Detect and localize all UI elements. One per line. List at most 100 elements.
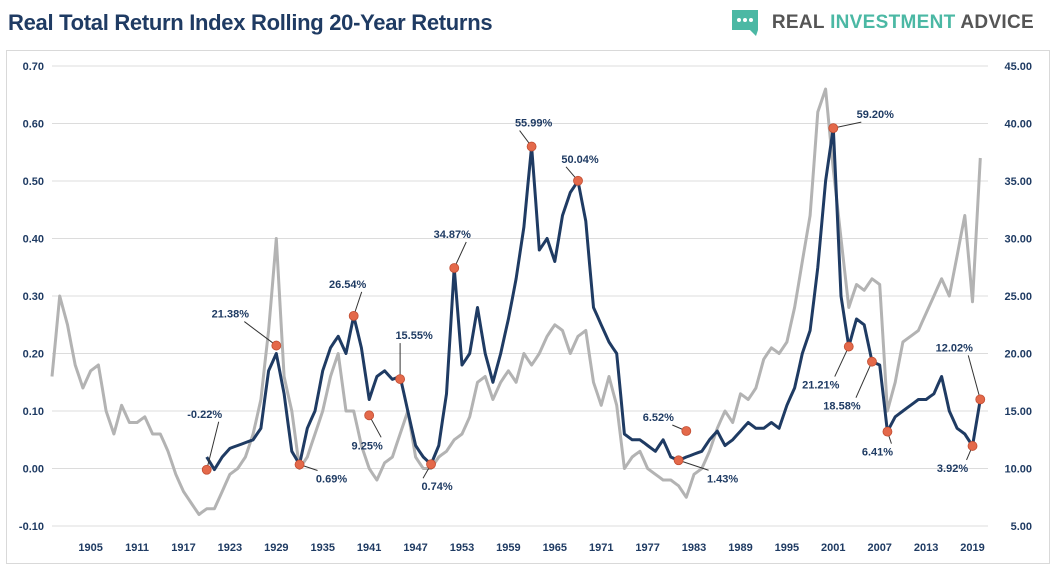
annotation-label: 3.92% (937, 463, 968, 475)
annotation-marker (395, 374, 405, 384)
annotation-leader (967, 355, 981, 400)
x-tick-label: 2007 (867, 542, 891, 554)
annotation-leader (855, 361, 873, 398)
y-axis-right-labels: 45.00 40.00 35.00 30.00 25.00 20.00 15.00 10.00… (1004, 61, 1032, 533)
annotation-label: 12.02% (936, 342, 974, 354)
x-tick-label: 2001 (821, 542, 845, 554)
annotation-marker (348, 310, 359, 321)
x-tick-label: 1947 (403, 542, 427, 554)
x-tick-label: 1977 (635, 542, 659, 554)
y-tick-label: 0.40 (23, 234, 44, 246)
y2-tick-label: 10.00 (1004, 464, 1032, 476)
brand-name: REAL INVESTMENT ADVICE (772, 12, 1034, 34)
annotation-marker (843, 341, 854, 352)
x-tick-label: 1983 (682, 542, 706, 554)
annotation-label: 18.58% (823, 401, 861, 413)
annotation-marker (364, 410, 375, 421)
annotation-marker (975, 394, 986, 405)
annotation-label: 50.04% (561, 154, 599, 166)
y-tick-label: 0.60 (23, 119, 44, 131)
chart-title: Real Total Return Index Rolling 20-Year … (8, 10, 493, 35)
annotation-leader (678, 459, 709, 471)
annotation-marker (882, 426, 893, 437)
annotation-label: 0.74% (421, 481, 452, 493)
speech-bubble-shape (731, 10, 758, 36)
annotation-label: 59.20% (857, 109, 895, 121)
annotation-label: 6.52% (643, 412, 674, 424)
y2-tick-label: 5.00 (1011, 521, 1032, 533)
annotation-label: 6.41% (862, 447, 893, 459)
speech-dot-1 (736, 18, 741, 22)
annotation-label: -0.22% (187, 409, 222, 421)
annotations: -0.22% 21.38% 0.69% 26.54% 9.25% 15.55% 0.74% 3… (187, 109, 986, 493)
y2-tick-label: 30.00 (1004, 234, 1032, 246)
annotation-label: 1.43% (707, 473, 738, 485)
x-tick-label: 1941 (357, 542, 381, 554)
x-axis-labels: 1905 1911 1917 1923 1929 1935 1941 1947 1953 1959… (78, 542, 984, 554)
x-tick-label: 1971 (589, 542, 613, 554)
x-tick-label: 1965 (543, 542, 567, 554)
annotation-marker (681, 426, 692, 436)
brand-prefix: REAL (771, 12, 831, 33)
x-tick-label: 1917 (171, 542, 195, 554)
brand-accent: INVESTMENT (830, 12, 956, 33)
brand-logo: REAL INVESTMENT ADVICE (728, 8, 1034, 38)
y2-tick-label: 15.00 (1004, 406, 1032, 418)
speech-dot-3 (748, 18, 753, 22)
annotation-label: 55.99% (515, 118, 553, 130)
x-tick-label: 1923 (218, 542, 242, 554)
series-line-right-axis (50, 87, 982, 516)
y2-tick-label: 40.00 (1004, 119, 1032, 131)
y2-tick-label: 45.00 (1004, 61, 1032, 73)
annotation-marker (526, 141, 537, 152)
annotation-label: 21.38% (212, 309, 250, 321)
annotation-marker (673, 455, 684, 466)
annotation-marker (828, 123, 839, 134)
annotation-marker (201, 464, 212, 475)
annotation-label: 0.69% (316, 474, 347, 486)
speech-bubble-icon (731, 10, 758, 36)
annotation-label: 15.55% (395, 330, 433, 342)
y2-tick-label: 25.00 (1004, 291, 1032, 303)
y-tick-label: 0.50 (23, 176, 44, 188)
x-tick-label: 1929 (264, 542, 288, 554)
annotation-marker (426, 459, 436, 470)
x-tick-label: 1905 (78, 542, 102, 554)
annotation-marker (449, 263, 460, 273)
y-tick-label: -0.10 (19, 521, 44, 533)
series-line-left-axis (205, 126, 982, 472)
y-axis-left-labels: 0.70 0.60 0.50 0.40 0.30 0.20 0.10 0.00 -0.10 (19, 61, 44, 533)
chart-frame (6, 50, 1050, 564)
x-tick-label: 1911 (125, 542, 149, 554)
brand-suffix: ADVICE (955, 12, 1034, 33)
x-tick-label: 1995 (775, 542, 799, 554)
x-tick-label: 1989 (728, 542, 752, 554)
series-lines (50, 87, 982, 516)
x-tick-label: 2013 (914, 542, 938, 554)
annotation-leader (834, 346, 850, 377)
annotation-label: 34.87% (434, 229, 472, 241)
y2-tick-label: 20.00 (1004, 349, 1032, 361)
annotation-label: 9.25% (352, 440, 383, 452)
speech-dot-2 (742, 18, 747, 22)
annotation-marker (294, 459, 305, 470)
annotation-marker (967, 441, 978, 451)
annotation-marker (867, 356, 877, 367)
y-tick-label: 0.10 (23, 406, 44, 418)
x-tick-label: 2019 (960, 542, 984, 554)
x-tick-label: 1953 (450, 542, 474, 554)
x-tick-label: 1935 (311, 542, 335, 554)
y-tick-label: 0.20 (23, 349, 44, 361)
annotation-leader (244, 321, 277, 346)
y2-tick-label: 35.00 (1004, 176, 1032, 188)
y-tick-label: 0.00 (23, 464, 44, 476)
y-tick-label: 0.70 (23, 61, 44, 73)
annotation-label: 26.54% (329, 279, 367, 291)
y-tick-label: 0.30 (23, 291, 44, 303)
annotation-marker (573, 175, 583, 186)
annotation-label: 21.21% (802, 380, 840, 392)
x-tick-label: 1959 (496, 542, 520, 554)
annotation-marker (271, 340, 282, 351)
annotation-leader (206, 421, 220, 470)
